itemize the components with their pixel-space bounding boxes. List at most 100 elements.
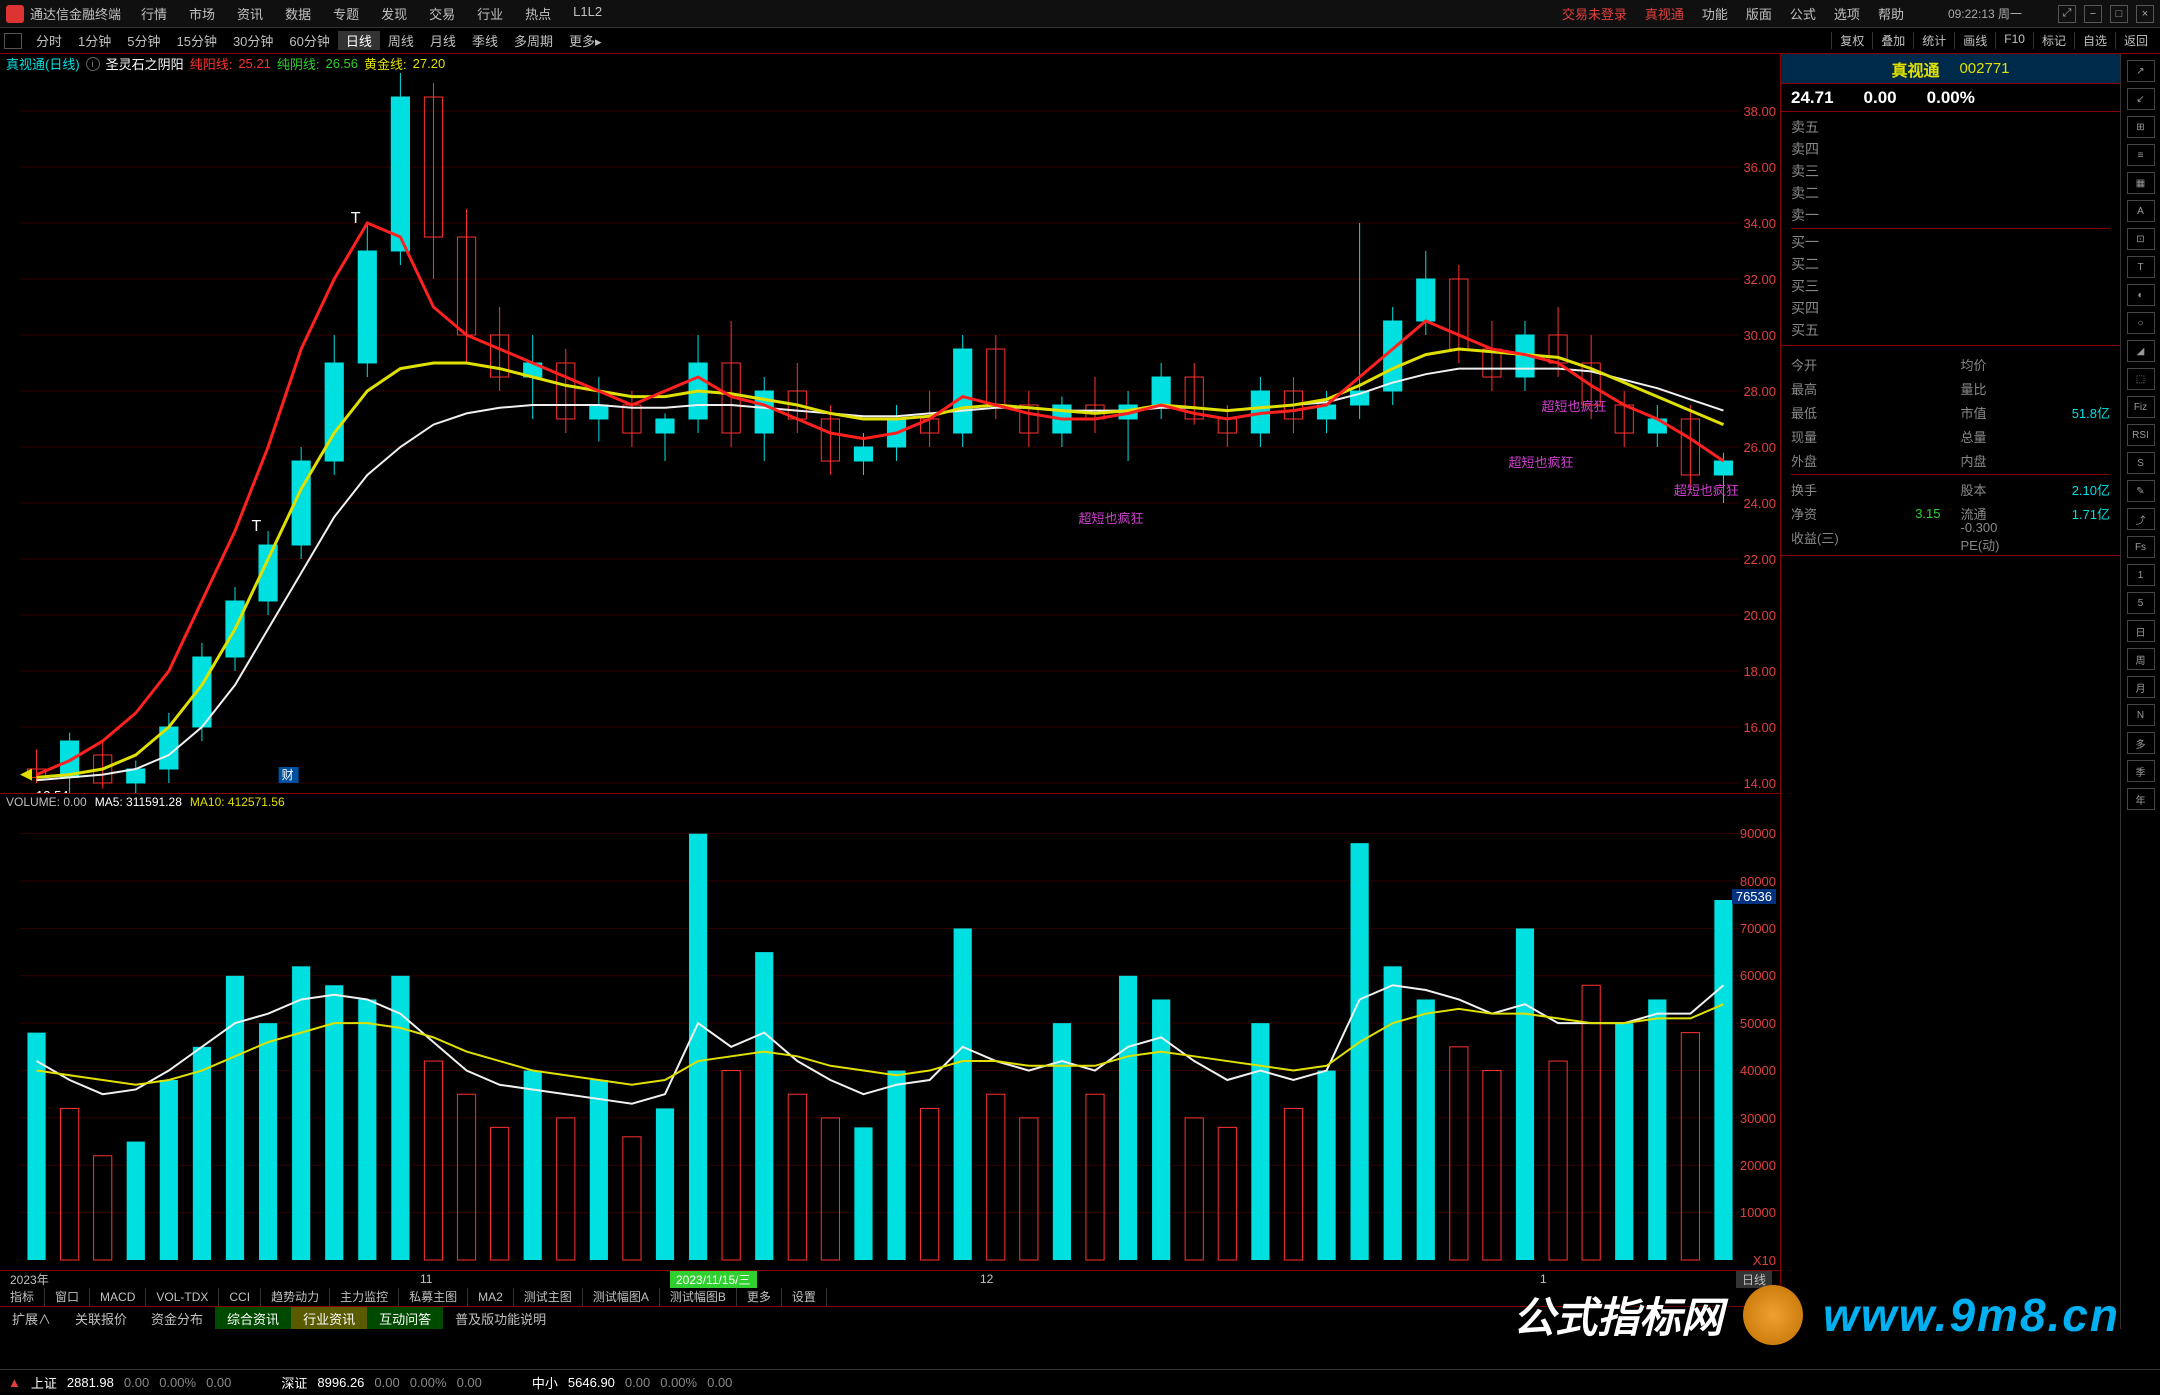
tool-T[interactable]: T <box>2127 256 2155 278</box>
menu-市场[interactable]: 市场 <box>189 4 215 23</box>
minimize-button[interactable]: − <box>2084 5 2102 23</box>
menu-行业[interactable]: 行业 <box>477 4 503 23</box>
login-status[interactable]: 交易未登录 <box>1562 4 1627 23</box>
maximize-button[interactable]: □ <box>2110 5 2128 23</box>
menu-行情[interactable]: 行情 <box>141 4 167 23</box>
menu-热点[interactable]: 热点 <box>525 4 551 23</box>
indtab-更多[interactable]: 更多 <box>737 1288 782 1306</box>
tool-⤴[interactable]: ⤴ <box>2127 508 2155 530</box>
indtab-MACD[interactable]: MACD <box>90 1288 146 1306</box>
indtab-测试幅图B[interactable]: 测试幅图B <box>660 1288 737 1306</box>
tool-S[interactable]: S <box>2127 452 2155 474</box>
exttab-综合资讯[interactable]: 综合资讯 <box>215 1307 291 1329</box>
timeframe-月线[interactable]: 月线 <box>422 31 464 50</box>
indtab-测试主图[interactable]: 测试主图 <box>514 1288 583 1306</box>
indtab-CCI[interactable]: CCI <box>219 1288 261 1306</box>
menu-选项[interactable]: 选项 <box>1834 7 1860 22</box>
timeframe-30分钟[interactable]: 30分钟 <box>225 31 281 50</box>
exttab-互动问答[interactable]: 互动问答 <box>367 1307 443 1329</box>
tab-自选[interactable]: 自选 <box>2074 32 2115 49</box>
timeframe-多周期[interactable]: 多周期 <box>506 31 561 50</box>
tool-月[interactable]: 月 <box>2127 676 2155 698</box>
menu-发现[interactable]: 发现 <box>381 4 407 23</box>
menu-版面[interactable]: 版面 <box>1746 7 1772 22</box>
tab-标记[interactable]: 标记 <box>2033 32 2074 49</box>
indtab-窗口[interactable]: 窗口 <box>45 1288 90 1306</box>
tool-N[interactable]: N <box>2127 704 2155 726</box>
tab-复权[interactable]: 复权 <box>1831 32 1872 49</box>
menu-L1L2[interactable]: L1L2 <box>573 4 602 23</box>
svg-text:财: 财 <box>282 768 294 782</box>
tool-✎[interactable]: ✎ <box>2127 480 2155 502</box>
volume-header: VOLUME: 0.00 MA5: 311591.28 MA10: 412571… <box>0 794 1780 810</box>
indtab-测试幅图A[interactable]: 测试幅图A <box>583 1288 660 1306</box>
exttab-普及版功能说明[interactable]: 普及版功能说明 <box>443 1307 558 1329</box>
indtab-VOL-TDX[interactable]: VOL-TDX <box>146 1288 219 1306</box>
tab-F10[interactable]: F10 <box>1995 32 2033 49</box>
tool-RSI[interactable]: RSI <box>2127 424 2155 446</box>
exttab-资金分布[interactable]: 资金分布 <box>139 1307 215 1329</box>
menu-公式[interactable]: 公式 <box>1790 7 1816 22</box>
tool-≡[interactable]: ≡ <box>2127 144 2155 166</box>
tool-多[interactable]: 多 <box>2127 732 2155 754</box>
exttab-行业资讯[interactable]: 行业资讯 <box>291 1307 367 1329</box>
tool-▦[interactable]: ▦ <box>2127 172 2155 194</box>
timeframe-5分钟[interactable]: 5分钟 <box>119 31 168 50</box>
timeframe-60分钟[interactable]: 60分钟 <box>281 31 337 50</box>
tool-A[interactable]: A <box>2127 200 2155 222</box>
timeframe-日线[interactable]: 日线 <box>338 31 380 50</box>
indtab-MA2[interactable]: MA2 <box>468 1288 514 1306</box>
indtab-趋势动力[interactable]: 趋势动力 <box>261 1288 330 1306</box>
tool-Fiz[interactable]: Fiz <box>2127 396 2155 418</box>
tool-日[interactable]: 日 <box>2127 620 2155 642</box>
timeframe-15分钟[interactable]: 15分钟 <box>168 31 224 50</box>
tool-⬚[interactable]: ⬚ <box>2127 368 2155 390</box>
tool-⊡[interactable]: ⊡ <box>2127 228 2155 250</box>
timeframe-分时[interactable]: 分时 <box>28 31 70 50</box>
tool-↙[interactable]: ↙ <box>2127 88 2155 110</box>
volume-chart[interactable]: 1000020000300004000050000600007000080000… <box>0 810 1780 1271</box>
tool-周[interactable]: 周 <box>2127 648 2155 670</box>
timeframe-1分钟[interactable]: 1分钟 <box>70 31 119 50</box>
timeframe-更多▸[interactable]: 更多▸ <box>561 31 610 50</box>
tool-1[interactable]: 1 <box>2127 564 2155 586</box>
sh-label[interactable]: 上证 <box>31 1373 57 1392</box>
toggle-icon[interactable] <box>4 33 22 49</box>
zx-label[interactable]: 中小 <box>532 1373 558 1392</box>
tool-◐[interactable]: ◐ <box>2127 284 2155 306</box>
tool-年[interactable]: 年 <box>2127 788 2155 810</box>
menu-资讯[interactable]: 资讯 <box>237 4 263 23</box>
tool-◢[interactable]: ◢ <box>2127 340 2155 362</box>
menu-帮助[interactable]: 帮助 <box>1878 7 1904 22</box>
sh-index: 2881.98 <box>67 1375 114 1390</box>
tab-画线[interactable]: 画线 <box>1954 32 1995 49</box>
menu-功能[interactable]: 功能 <box>1702 7 1728 22</box>
indtab-主力监控[interactable]: 主力监控 <box>330 1288 399 1306</box>
tool-⊞[interactable]: ⊞ <box>2127 116 2155 138</box>
price-chart[interactable]: 39.39←13.54TT超短也疯狂超短也疯狂超短也疯狂超短也疯狂财 14.00… <box>0 73 1780 794</box>
exttab-关联报价[interactable]: 关联报价 <box>63 1307 139 1329</box>
tool-季[interactable]: 季 <box>2127 760 2155 782</box>
sz-label[interactable]: 深证 <box>281 1373 307 1392</box>
timeframe-周线[interactable]: 周线 <box>380 31 422 50</box>
indtab-指标[interactable]: 指标 <box>0 1288 45 1306</box>
tab-返回[interactable]: 返回 <box>2115 32 2156 49</box>
lock-icon[interactable]: ⤢ <box>2058 5 2076 23</box>
exttab-扩展∧[interactable]: 扩展∧ <box>0 1307 63 1329</box>
tool-○[interactable]: ○ <box>2127 312 2155 334</box>
indtab-私募主图[interactable]: 私募主图 <box>399 1288 468 1306</box>
menu-专题[interactable]: 专题 <box>333 4 359 23</box>
tool-↗[interactable]: ↗ <box>2127 60 2155 82</box>
info-icon[interactable]: i <box>86 57 100 71</box>
menu-交易[interactable]: 交易 <box>429 4 455 23</box>
stock-name-link[interactable]: 真视通 <box>1645 4 1684 23</box>
menu-数据[interactable]: 数据 <box>285 4 311 23</box>
side-stock-name: 真视通 <box>1891 57 1939 81</box>
tool-Fs[interactable]: Fs <box>2127 536 2155 558</box>
tab-统计[interactable]: 统计 <box>1913 32 1954 49</box>
tool-5[interactable]: 5 <box>2127 592 2155 614</box>
close-button[interactable]: × <box>2136 5 2154 23</box>
tab-叠加[interactable]: 叠加 <box>1872 32 1913 49</box>
timeframe-季线[interactable]: 季线 <box>464 31 506 50</box>
indtab-设置[interactable]: 设置 <box>782 1288 827 1306</box>
